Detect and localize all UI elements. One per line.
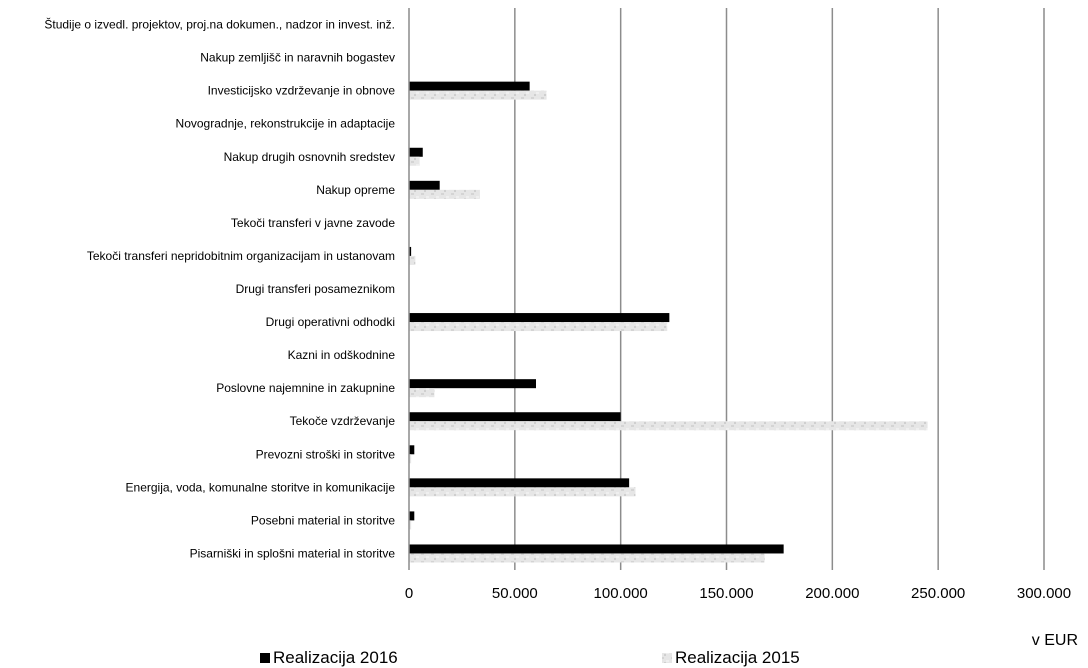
category-label: Drugi transferi posameznikom: [236, 282, 395, 296]
x-tick-label: 50.000: [492, 585, 538, 602]
x-tick-label: 150.000: [699, 585, 753, 602]
bar-realizacija-2015: [409, 322, 668, 332]
category-label: Drugi operativni odhodki: [266, 315, 395, 329]
bar-realizacija-2016: [409, 180, 440, 190]
legend-label-2016: Realizacija 2016: [273, 648, 398, 667]
category-label: Nakup zemljišč in naravnih bogastev: [200, 51, 395, 65]
bar-realizacija-2015: [409, 487, 636, 497]
category-label: Tekoče vzdrževanje: [290, 414, 396, 428]
bar-realizacija-2016: [409, 412, 621, 422]
gridlines: [514, 8, 1045, 570]
x-tick-label: 100.000: [594, 585, 648, 602]
x-tick-label: 0: [405, 585, 413, 602]
category-label: Poslovne najemnine in zakupnine: [216, 381, 395, 395]
category-label: Nakup drugih osnovnih sredstev: [224, 150, 395, 164]
legend-swatch-2016: [260, 653, 270, 663]
bar-realizacija-2016: [409, 511, 415, 521]
category-label: Investicijsko vzdrževanje in obnove: [208, 84, 396, 98]
bar-realizacija-2016: [409, 445, 415, 455]
bar-realizacija-2016: [409, 379, 536, 389]
category-label: Novogradnje, rekonstrukcije in adaptacij…: [176, 117, 396, 131]
category-label: Tekoči transferi nepridobitnim organizac…: [87, 249, 395, 263]
category-label: Kazni in odškodnine: [288, 348, 396, 362]
bar-realizacija-2015: [409, 421, 928, 431]
bar-realizacija-2015: [409, 156, 420, 166]
category-label: Tekoči transferi v javne zavode: [231, 216, 395, 230]
unit-label: v EUR: [1032, 632, 1078, 649]
bar-realizacija-2015: [409, 553, 765, 563]
bar-realizacija-2015: [409, 189, 480, 199]
category-label: Nakup opreme: [316, 183, 395, 197]
bar-realizacija-2015: [409, 255, 416, 265]
x-tick-label: 300.000: [1017, 585, 1071, 602]
bar-realizacija-2016: [409, 246, 412, 256]
bar-realizacija-2016: [409, 81, 530, 91]
x-tick-label: 250.000: [911, 585, 965, 602]
category-label: Prevozni stroški in storitve: [256, 447, 396, 461]
legend: Realizacija 2016 Realizacija 2015: [260, 648, 800, 667]
bars: [409, 81, 928, 563]
legend-label-2015: Realizacija 2015: [675, 648, 800, 667]
category-label: Posebni material in storitve: [251, 513, 395, 527]
bar-realizacija-2016: [409, 313, 670, 323]
bar-realizacija-2015: [409, 90, 547, 100]
x-tick-label: 200.000: [805, 585, 859, 602]
bar-realizacija-2016: [409, 147, 423, 157]
bar-realizacija-2015: [409, 388, 435, 398]
category-label: Energija, voda, komunalne storitve in ko…: [126, 480, 396, 494]
category-label: Pisarniški in splošni material in storit…: [190, 546, 396, 560]
bar-realizacija-2016: [409, 478, 630, 488]
bar-realizacija-2015: [409, 454, 412, 464]
category-label: Študije o izvedl. projektov, proj.na dok…: [44, 17, 395, 32]
x-tick-labels: 0 50.000 100.000 150.000 200.000 250.000 300.0…: [405, 585, 1071, 602]
category-labels: Študije o izvedl. projektov, proj.na dok…: [44, 17, 395, 561]
bar-realizacija-2016: [409, 544, 784, 554]
bar-realizacija-2015: [409, 520, 412, 530]
legend-swatch-2015: [662, 653, 672, 663]
